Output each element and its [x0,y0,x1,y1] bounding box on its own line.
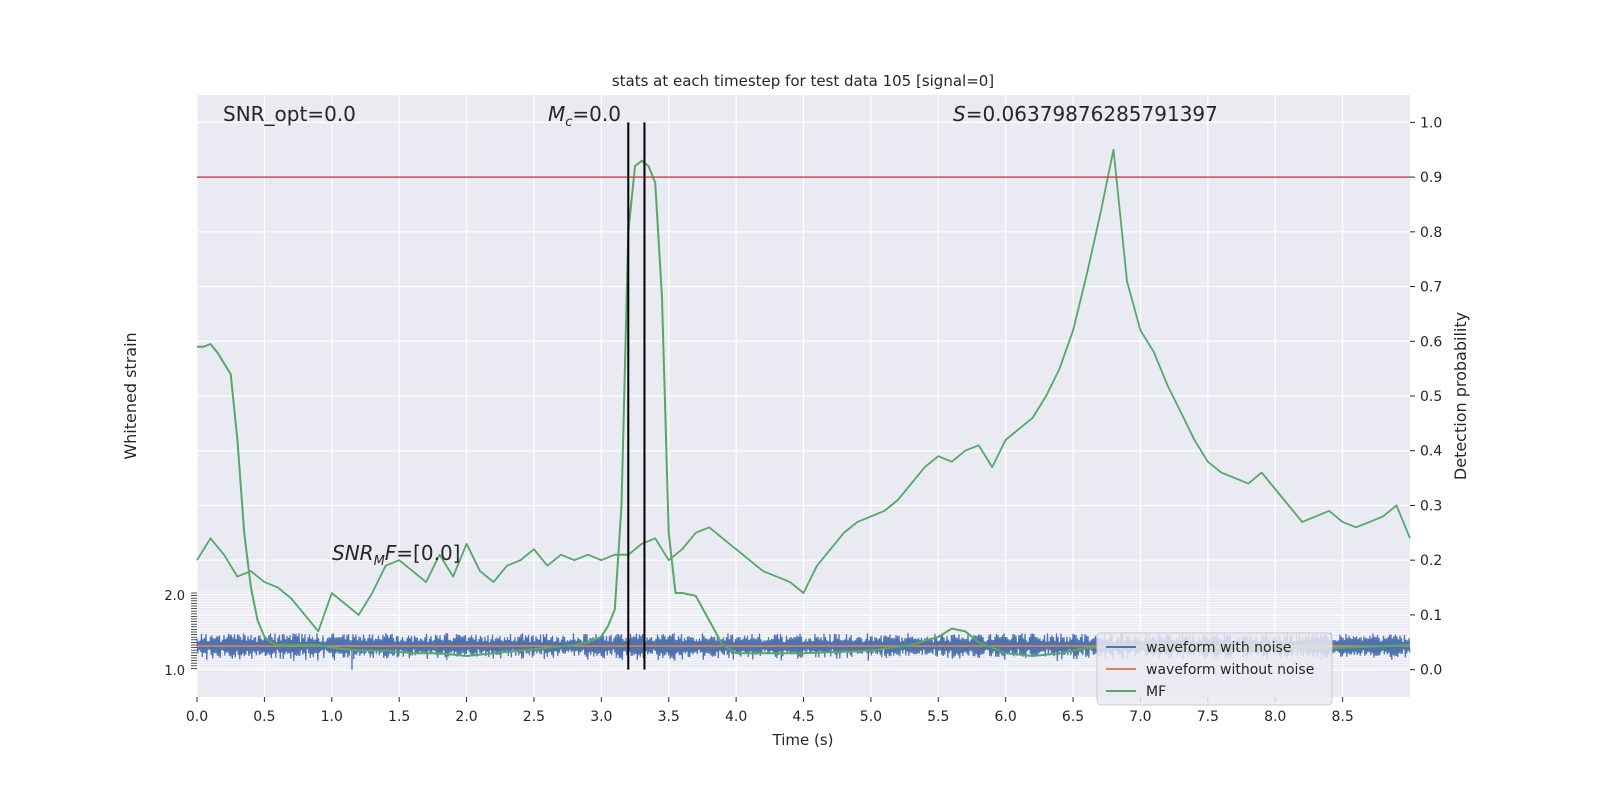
right-axis-label: Detection probability [1451,312,1470,480]
y-tick-label: 0.4 [1420,444,1442,460]
x-tick-label: 3.0 [590,709,612,725]
y-tick-label: 0.1 [1420,608,1442,624]
mc-annotation: Mc=0.0 [548,102,621,130]
x-tick-label: 1.5 [388,709,410,725]
y-tick-label: 0.8 [1420,225,1442,241]
left-tick-label-top: 2.0 [164,589,185,604]
x-tick-label: 5.5 [927,709,949,725]
snr-opt-annotation: SNR_opt=0.0 [223,102,356,126]
x-tick-label: 6.5 [1062,709,1084,725]
left-tick-label-bottom: 1.0 [164,664,185,679]
left-axis-label: Whitened strain [121,332,140,459]
legend-label-mf: MF [1146,684,1166,700]
x-tick-label: 0.0 [186,709,208,725]
x-tick-label: 7.0 [1129,709,1151,725]
snr-mf-annotation: SNRMF=[0.0] [332,541,460,569]
series-mf-running [196,148,1411,633]
x-tick-label: 4.0 [725,709,747,725]
x-tick-label: 8.5 [1331,709,1353,725]
legend-label-clean: waveform without noise [1146,662,1314,678]
legend-label-noise: waveform with noise [1146,640,1291,656]
x-tick-label: 5.0 [860,709,882,725]
x-tick-label: 7.5 [1197,709,1219,725]
series-mf [197,159,1411,657]
x-tick-label: 4.5 [792,709,814,725]
y-tick-label: 0.5 [1420,389,1442,405]
y-tick-label: 1.0 [1420,115,1442,131]
y-tick-label: 0.7 [1420,280,1442,296]
chart-title: stats at each timestep for test data 105… [612,72,994,90]
x-tick-label: 3.5 [658,709,680,725]
x-axis-label: Time (s) [772,731,834,749]
x-axis-ticks: 0.0 0.5 1.0 1.5 2.0 2.5 3.0 3.5 4.0 4.5 5.0 5.5 6.0 6… [186,697,1354,725]
y-tick-label: 0.2 [1420,553,1442,569]
x-tick-label: 1.0 [321,709,343,725]
x-tick-label: 2.0 [455,709,477,725]
right-axis-ticks: 0.0 0.1 0.2 0.3 0.4 0.5 0.6 0.7 0.8 0.9 1.0 [1410,115,1442,679]
y-tick-label: 0.9 [1420,170,1442,186]
markers-group [197,122,1410,670]
s-annotation: S=0.06379876285791397 [953,102,1218,126]
legend-box [1096,632,1333,706]
y-tick-label: 0.3 [1420,498,1442,514]
grid-lines [196,95,1410,697]
x-tick-label: 6.0 [995,709,1017,725]
y-tick-label: 0.6 [1420,334,1442,350]
legend: waveform with noise waveform without noi… [1096,632,1333,706]
left-axis-ticks: 2.0 1.0 [164,589,197,679]
x-tick-label: 2.5 [523,709,545,725]
x-tick-label: 8.0 [1264,709,1286,725]
x-tick-label: 0.5 [253,709,275,725]
y-tick-label: 0.0 [1420,663,1442,679]
